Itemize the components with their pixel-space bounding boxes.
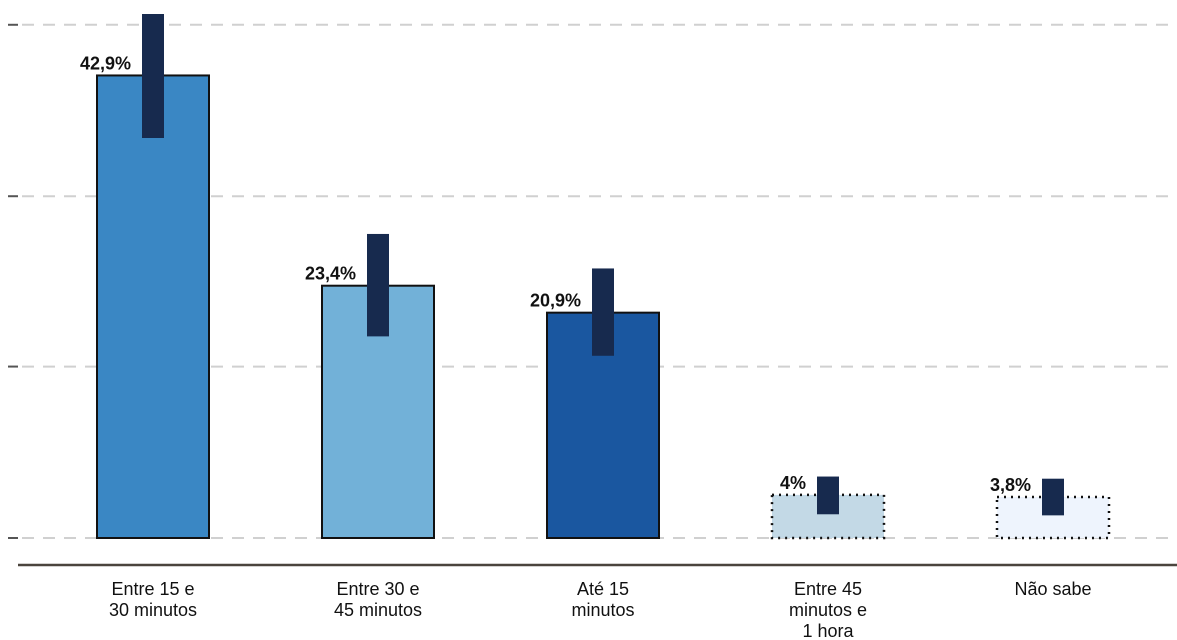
category-label-line: Não sabe bbox=[1014, 579, 1091, 599]
category-label-1: Entre 30 e 45 minutos bbox=[334, 579, 422, 620]
error-bar-3 bbox=[817, 476, 839, 515]
data-label-4: 3,8% bbox=[990, 475, 1031, 495]
category-labels: Entre 15 e 30 minutos Entre 30 e 45 minutos… bbox=[109, 579, 1092, 640]
error-bar-2 bbox=[592, 268, 614, 356]
bar-0 bbox=[96, 74, 210, 539]
category-label-4: Não sabe bbox=[1014, 579, 1091, 599]
data-label-0: 42,9% bbox=[80, 53, 131, 73]
category-label-line: 30 minutos bbox=[109, 600, 197, 620]
category-label-2: Até 15 minutos bbox=[571, 579, 634, 620]
error-bar-1 bbox=[367, 233, 389, 337]
category-label-line: Entre 45 bbox=[794, 579, 862, 599]
data-label-2: 20,9% bbox=[530, 291, 581, 311]
error-bar-4 bbox=[1042, 478, 1064, 516]
category-label-line: Até 15 bbox=[577, 579, 629, 599]
category-label-line: 1 hora bbox=[802, 621, 854, 640]
data-label-3: 4% bbox=[780, 473, 806, 493]
error-bar-0 bbox=[142, 14, 164, 138]
error-bars bbox=[142, 14, 1064, 516]
category-label-line: minutos bbox=[571, 600, 634, 620]
data-label-1: 23,4% bbox=[305, 264, 356, 284]
category-label-line: Entre 30 e bbox=[336, 579, 419, 599]
data-labels: 42,9% 23,4% 20,9% 4% 3,8% bbox=[80, 53, 1031, 495]
category-label-line: Entre 15 e bbox=[111, 579, 194, 599]
category-label-0: Entre 15 e 30 minutos bbox=[109, 579, 197, 620]
category-label-line: 45 minutos bbox=[334, 600, 422, 620]
category-label-line: minutos e bbox=[789, 600, 867, 620]
